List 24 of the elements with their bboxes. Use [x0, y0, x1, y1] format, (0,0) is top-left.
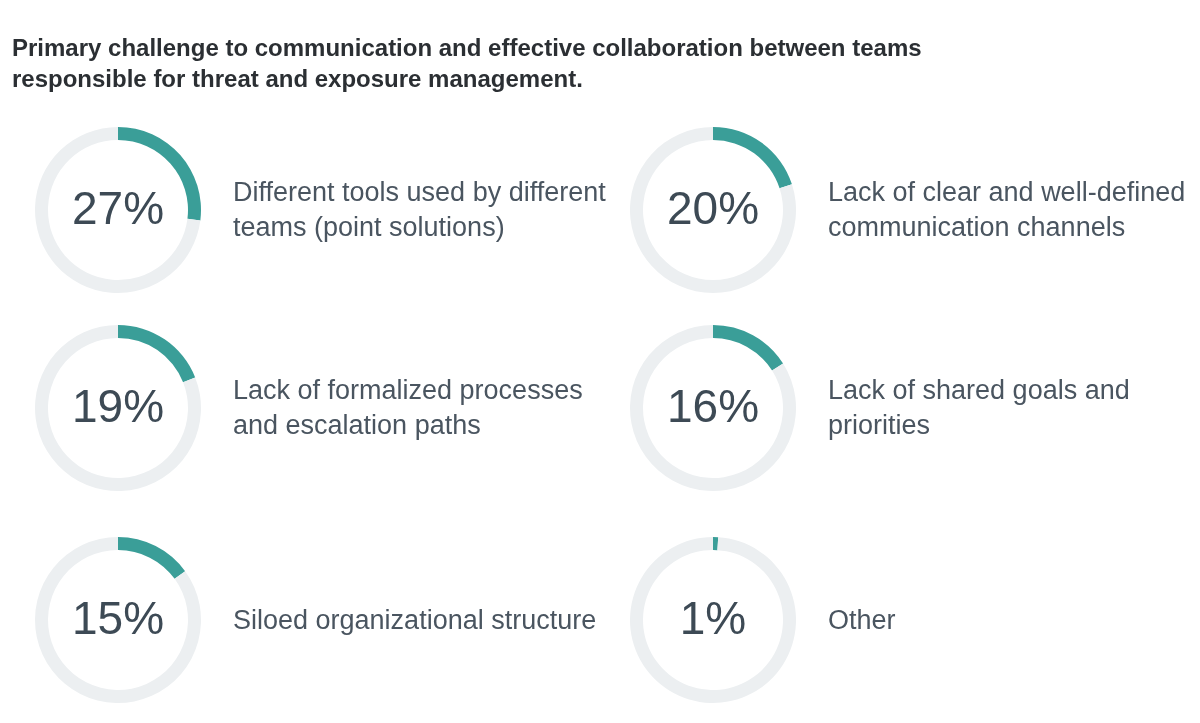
- data-label: 15%: [71, 592, 165, 644]
- text: Different tools used by different teams (point solutions): [233, 176, 607, 244]
- donut-slice: [713, 537, 719, 551]
- data-label: 16%: [666, 380, 760, 432]
- data-label: 19%: [71, 380, 165, 432]
- donut-slice: [630, 127, 796, 293]
- donut-slice: [630, 537, 796, 703]
- donut-slice: [118, 537, 186, 579]
- data-label: 20%: [666, 182, 760, 234]
- text: Primary challenge to communication and effective collaboration between teams responsible for threat and exposure management.: [12, 33, 923, 94]
- donut-slice: [713, 127, 792, 189]
- donut-slice: [35, 325, 201, 491]
- donut-slice: [630, 325, 796, 491]
- donut-slice: [118, 325, 196, 383]
- text: Lack of shared goals and priorities: [828, 374, 1131, 442]
- data-label: 27%: [71, 182, 165, 234]
- donut-slice: [713, 325, 784, 371]
- text: Siloed organizational structure: [233, 603, 597, 637]
- donut-slice: [35, 127, 201, 293]
- text: Lack of clear and well-defined communication channels: [828, 176, 1187, 244]
- data-label: 1%: [679, 592, 747, 644]
- text: Lack of formalized processes and escalation paths: [233, 374, 584, 442]
- donut-slice: [35, 537, 201, 703]
- text: Other: [828, 603, 896, 637]
